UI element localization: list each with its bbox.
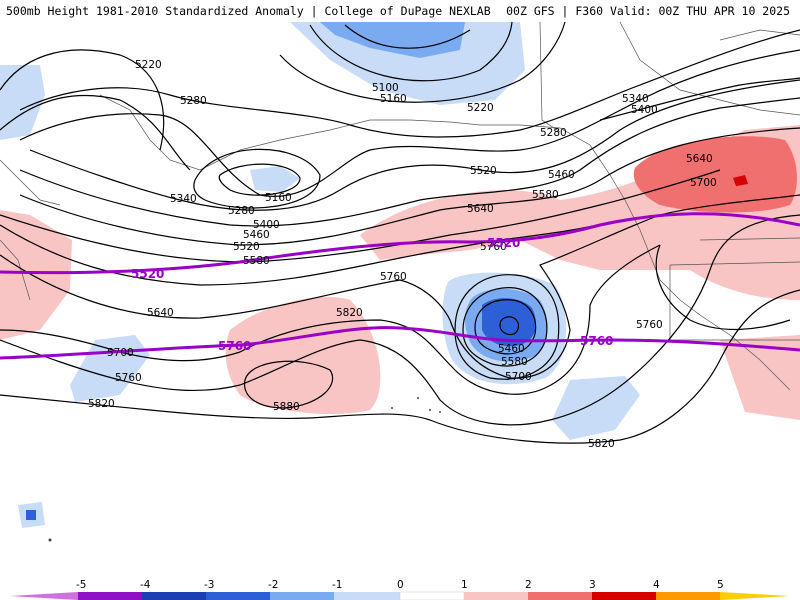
- negative-anomaly-area: [482, 298, 536, 347]
- colorbar-end-low: [10, 592, 78, 600]
- negative-anomaly-area: [552, 376, 640, 440]
- height-contours: [0, 21, 800, 444]
- contour-label: 5220: [135, 59, 162, 71]
- colorbar-tick-label: 1: [461, 579, 468, 591]
- colorbar-tick-label: -2: [268, 579, 278, 591]
- negative-anomaly-area: [26, 510, 36, 520]
- colorbar-swatch: [142, 592, 206, 600]
- contour-label: 5760: [480, 241, 507, 253]
- contour-label: 5460: [498, 343, 525, 355]
- colorbar-swatch: [399, 591, 465, 600]
- anomaly-shading: [0, 22, 800, 528]
- reference-label: 5760: [580, 334, 613, 348]
- colorbar-tick-label: 2: [525, 579, 532, 591]
- reference-label: 5520: [131, 267, 164, 281]
- contour-label: 5760: [380, 271, 407, 283]
- contour-label: 5820: [88, 398, 115, 410]
- reference-line-5760: [0, 326, 800, 360]
- contour-label: 5580: [243, 255, 270, 267]
- contour-label: 5160: [380, 93, 407, 105]
- height-anomaly-map: 5220 5280 5100 5160 5220 5280 5340 5400 …: [0, 20, 800, 576]
- colorbar-tick-label: 0: [397, 579, 404, 591]
- colorbar-tick-label: -5: [76, 579, 86, 591]
- reference-contours: [0, 212, 800, 360]
- contour-label: 5220: [467, 102, 494, 114]
- colorbar-swatch: [592, 592, 656, 600]
- model-run-info: 00Z GFS | F360 Valid: 00Z THU APR 10 202…: [506, 4, 790, 18]
- contour-label: 5280: [228, 205, 255, 217]
- reference-labels: 5520 5520 5760 5760: [131, 236, 613, 353]
- contour-label: 5640: [686, 153, 713, 165]
- contour-label: 5760: [115, 372, 142, 384]
- contour-label: 5700: [690, 177, 717, 189]
- reference-label: 5760: [218, 339, 251, 353]
- contour-label: 5520: [233, 241, 260, 253]
- contour-label: 5760: [636, 319, 663, 331]
- colorbar-tick-label: 4: [653, 579, 660, 591]
- positive-anomaly-area: [225, 296, 381, 415]
- contour-label: 5280: [180, 95, 207, 107]
- coastlines: [0, 21, 800, 391]
- negative-anomaly-area: [320, 22, 465, 58]
- contour-label: 5340: [622, 93, 649, 105]
- contour-label: 5100: [372, 82, 399, 94]
- contour-label: 5520: [470, 165, 497, 177]
- map-header: 500mb Height 1981-2010 Standardized Anom…: [0, 0, 800, 20]
- contour-label: 5400: [253, 219, 280, 231]
- positive-anomaly-area: [633, 136, 797, 213]
- contour-label: 5580: [532, 189, 559, 201]
- colorbar-swatch: [656, 592, 720, 600]
- colorbar-tick-label: -3: [204, 579, 214, 591]
- island-markers: [48, 397, 441, 542]
- contour-label: 5640: [467, 203, 494, 215]
- colorbar-tick-label: 3: [589, 579, 596, 591]
- contour-label: 5460: [243, 229, 270, 241]
- colorbar-swatch: [334, 592, 400, 600]
- colorbar-swatch: [528, 592, 592, 600]
- anomaly-colorbar: -5 -4 -3 -2 -1 0 1 2 3 4 5: [0, 576, 800, 600]
- positive-anomaly-area: [720, 335, 800, 420]
- colorbar-swatch: [464, 592, 528, 600]
- colorbar-swatch: [78, 592, 142, 600]
- contour-labels: 5220 5280 5100 5160 5220 5280 5340 5400 …: [88, 59, 717, 450]
- contour-label: 5580: [501, 356, 528, 368]
- contour-label: 5400: [631, 104, 658, 116]
- contour-label: 5700: [505, 371, 532, 383]
- negative-anomaly-area: [290, 22, 525, 105]
- colorbar-tick-label: -4: [140, 579, 151, 591]
- negative-anomaly-area: [250, 166, 300, 192]
- contour-label: 5340: [170, 193, 197, 205]
- colorbar-swatch: [270, 592, 334, 600]
- reference-label: 5520: [487, 236, 520, 250]
- contour-label: 5160: [265, 192, 292, 204]
- positive-anomaly-area: [0, 210, 72, 340]
- colorbar-tick-label: -1: [332, 579, 342, 591]
- colorbar-swatch: [206, 592, 270, 600]
- map-title: 500mb Height 1981-2010 Standardized Anom…: [6, 4, 491, 18]
- contour-label: 5880: [273, 401, 300, 413]
- colorbar-end-high: [720, 592, 790, 600]
- positive-anomaly-area: [733, 175, 748, 186]
- contour-label: 5700: [107, 347, 134, 359]
- contour-label: 5460: [548, 169, 575, 181]
- contour-label: 5640: [147, 307, 174, 319]
- colorbar-tick-label: 5: [717, 579, 724, 591]
- contour-label: 5820: [336, 307, 363, 319]
- reference-line-5520: [0, 212, 800, 275]
- contour-label: 5280: [540, 127, 567, 139]
- contour-label: 5820: [588, 438, 615, 450]
